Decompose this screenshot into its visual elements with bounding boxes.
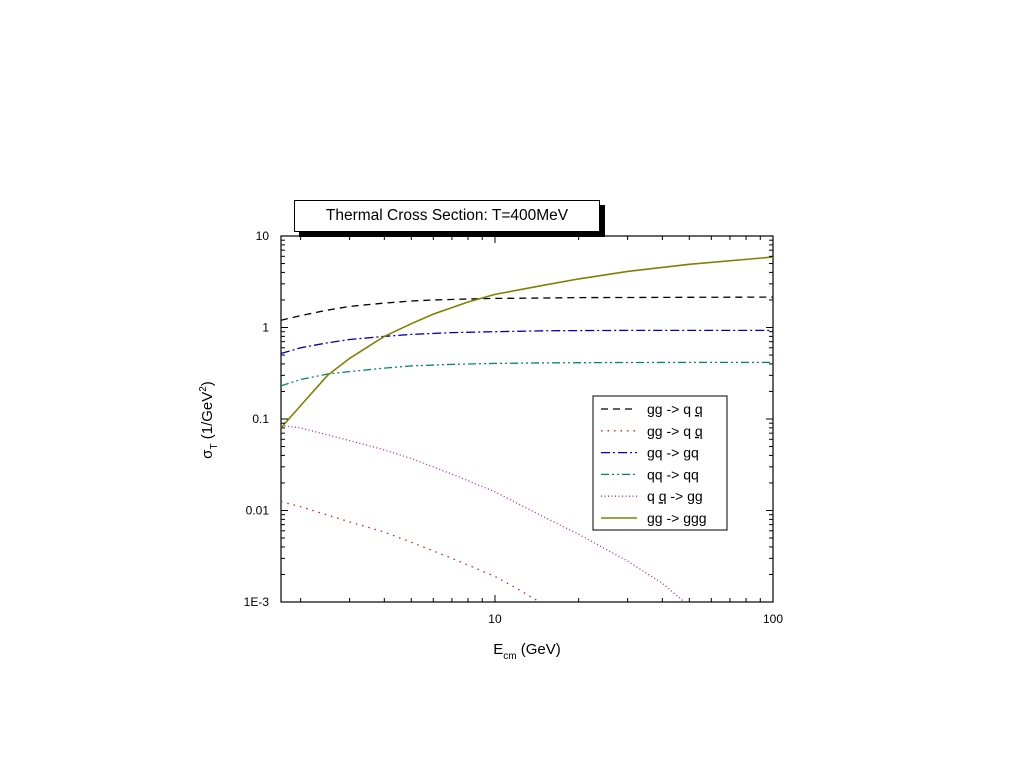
y-axis-label: σT (1/GeV2) [198, 381, 220, 459]
legend: gg -> q q gg -> q q gq -> gq qq -> qq q q ->… [592, 395, 728, 531]
series-line [280, 256, 774, 429]
y-tick-label: 0.1 [252, 412, 269, 426]
x-axis-label: Ecm (GeV) [493, 641, 561, 662]
series-line [280, 361, 773, 387]
x-tick-label: 100 [763, 612, 783, 626]
series-line [280, 500, 541, 603]
series-line [280, 329, 773, 355]
y-tick-label: 1E-3 [244, 595, 270, 609]
legend-label: q q -> gg [647, 488, 703, 504]
y-tick-label: 1 [262, 321, 269, 335]
legend-box [592, 395, 728, 531]
series-line [280, 296, 774, 321]
legend-label: gg -> q q [647, 423, 703, 439]
x-tick-label: 10 [488, 612, 502, 626]
y-tick-label: 10 [256, 229, 270, 243]
legend-label: gg -> ggg [647, 510, 707, 526]
legend-label: qq -> qq [647, 466, 699, 482]
legend-label: gq -> gq [647, 445, 699, 461]
chart-title: Thermal Cross Section: T=400MeV [325, 207, 569, 224]
chart-title-box: Thermal Cross Section: T=400MeV [294, 200, 600, 232]
legend-label: gg -> q q [647, 401, 703, 417]
y-tick-label: 0.01 [246, 504, 270, 518]
